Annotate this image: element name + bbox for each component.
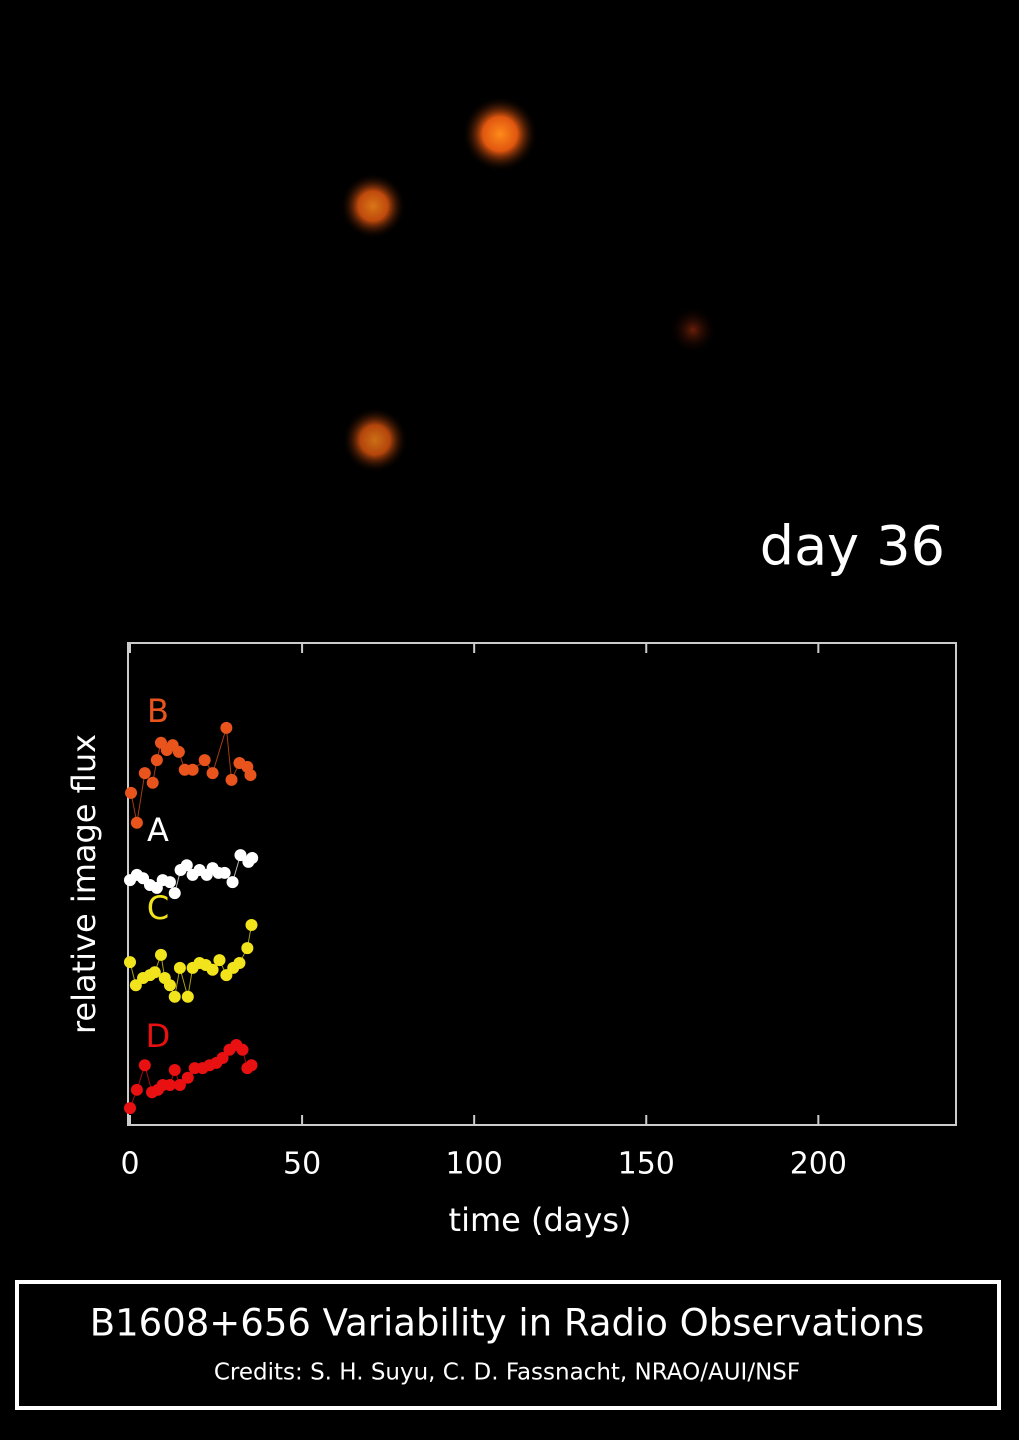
data-point (241, 942, 254, 955)
lens-image-b (340, 173, 406, 239)
data-point (138, 767, 151, 780)
data-point (225, 773, 238, 786)
data-point (226, 876, 239, 889)
data-point (150, 754, 163, 767)
data-point (173, 961, 186, 974)
data-point (148, 966, 161, 979)
x-tick-label: 150 (618, 1147, 675, 1182)
data-point (246, 851, 259, 864)
caption-box (15, 1280, 1001, 1410)
data-point (124, 956, 136, 969)
data-point (245, 918, 258, 931)
data-point (244, 769, 257, 782)
x-axis-label: time (days) (449, 1201, 632, 1239)
day-counter: day 36 (760, 515, 945, 578)
data-point (198, 754, 211, 767)
data-point (163, 979, 176, 992)
x-tick-label: 200 (790, 1147, 847, 1182)
series-label: C (147, 889, 169, 927)
data-point (234, 849, 247, 862)
lens-image-c (342, 407, 408, 473)
data-point (130, 816, 143, 829)
data-point (168, 1064, 181, 1077)
caption-title: B1608+656 Variability in Radio Observati… (90, 1302, 925, 1345)
data-point (163, 876, 176, 889)
data-point (236, 1043, 249, 1056)
data-point (233, 957, 246, 970)
data-point (245, 1059, 258, 1072)
data-point (163, 1078, 176, 1091)
lens-image-d (669, 306, 717, 354)
series-label: B (147, 692, 169, 730)
data-point (154, 948, 167, 961)
data-point (125, 786, 138, 799)
x-tick-label: 0 (120, 1147, 139, 1182)
data-point (138, 1059, 151, 1072)
data-point (172, 745, 185, 758)
data-point (216, 1052, 229, 1065)
x-tick-label: 50 (283, 1147, 321, 1182)
data-point (173, 1078, 186, 1091)
series-label: D (146, 1017, 171, 1055)
data-point (181, 990, 194, 1003)
data-point (186, 763, 199, 776)
data-point (181, 1071, 194, 1084)
x-tick-label: 100 (446, 1147, 503, 1182)
data-point (168, 990, 181, 1003)
caption-credits: Credits: S. H. Suyu, C. D. Fassnacht, NR… (214, 1360, 800, 1386)
data-point (168, 887, 181, 900)
data-point (206, 767, 219, 780)
data-point (146, 776, 159, 789)
data-point (180, 859, 193, 872)
series-label: A (147, 811, 169, 849)
lens-image-a (462, 96, 538, 172)
data-point (220, 721, 233, 734)
data-point (124, 1102, 136, 1115)
data-point (206, 963, 219, 976)
y-axis-label: relative image flux (65, 734, 103, 1034)
data-point (218, 866, 231, 879)
data-point (213, 954, 226, 967)
data-point (130, 1083, 143, 1096)
